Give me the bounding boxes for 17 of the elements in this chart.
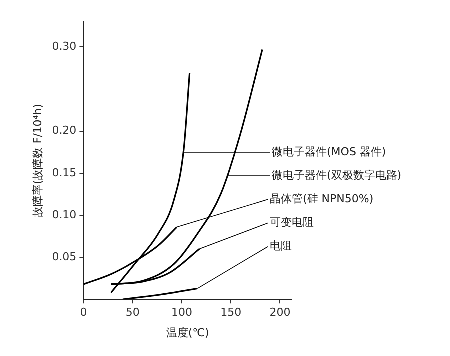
x-tick-label: 0 [80, 306, 88, 320]
y-tick-label: 0.20 [52, 124, 77, 138]
x-tick-label: 50 [126, 306, 140, 320]
x-tick-label: 200 [270, 306, 291, 320]
y-axis-title: 故障率(故障数 F/10⁴h) [31, 104, 44, 218]
text: 电阻 [270, 240, 292, 253]
x-axis-title: 温度(℃) [166, 326, 210, 340]
legend-label: 微电子器件(双极数字电路) [272, 168, 402, 182]
x-tick-label: 150 [220, 306, 242, 320]
y-tick-label: 0.10 [52, 208, 77, 222]
y-tick-label: 0.15 [52, 166, 77, 180]
text: 微电子器件(MOS 器件) [272, 145, 386, 158]
y-tick-label: 0.05 [52, 250, 77, 264]
x-tick-label: 100 [171, 306, 192, 320]
text: 可变电阻 [270, 216, 314, 230]
y-tick-label: 0.30 [52, 40, 77, 54]
text: 晶体管(硅 NPN50%) [270, 192, 374, 206]
